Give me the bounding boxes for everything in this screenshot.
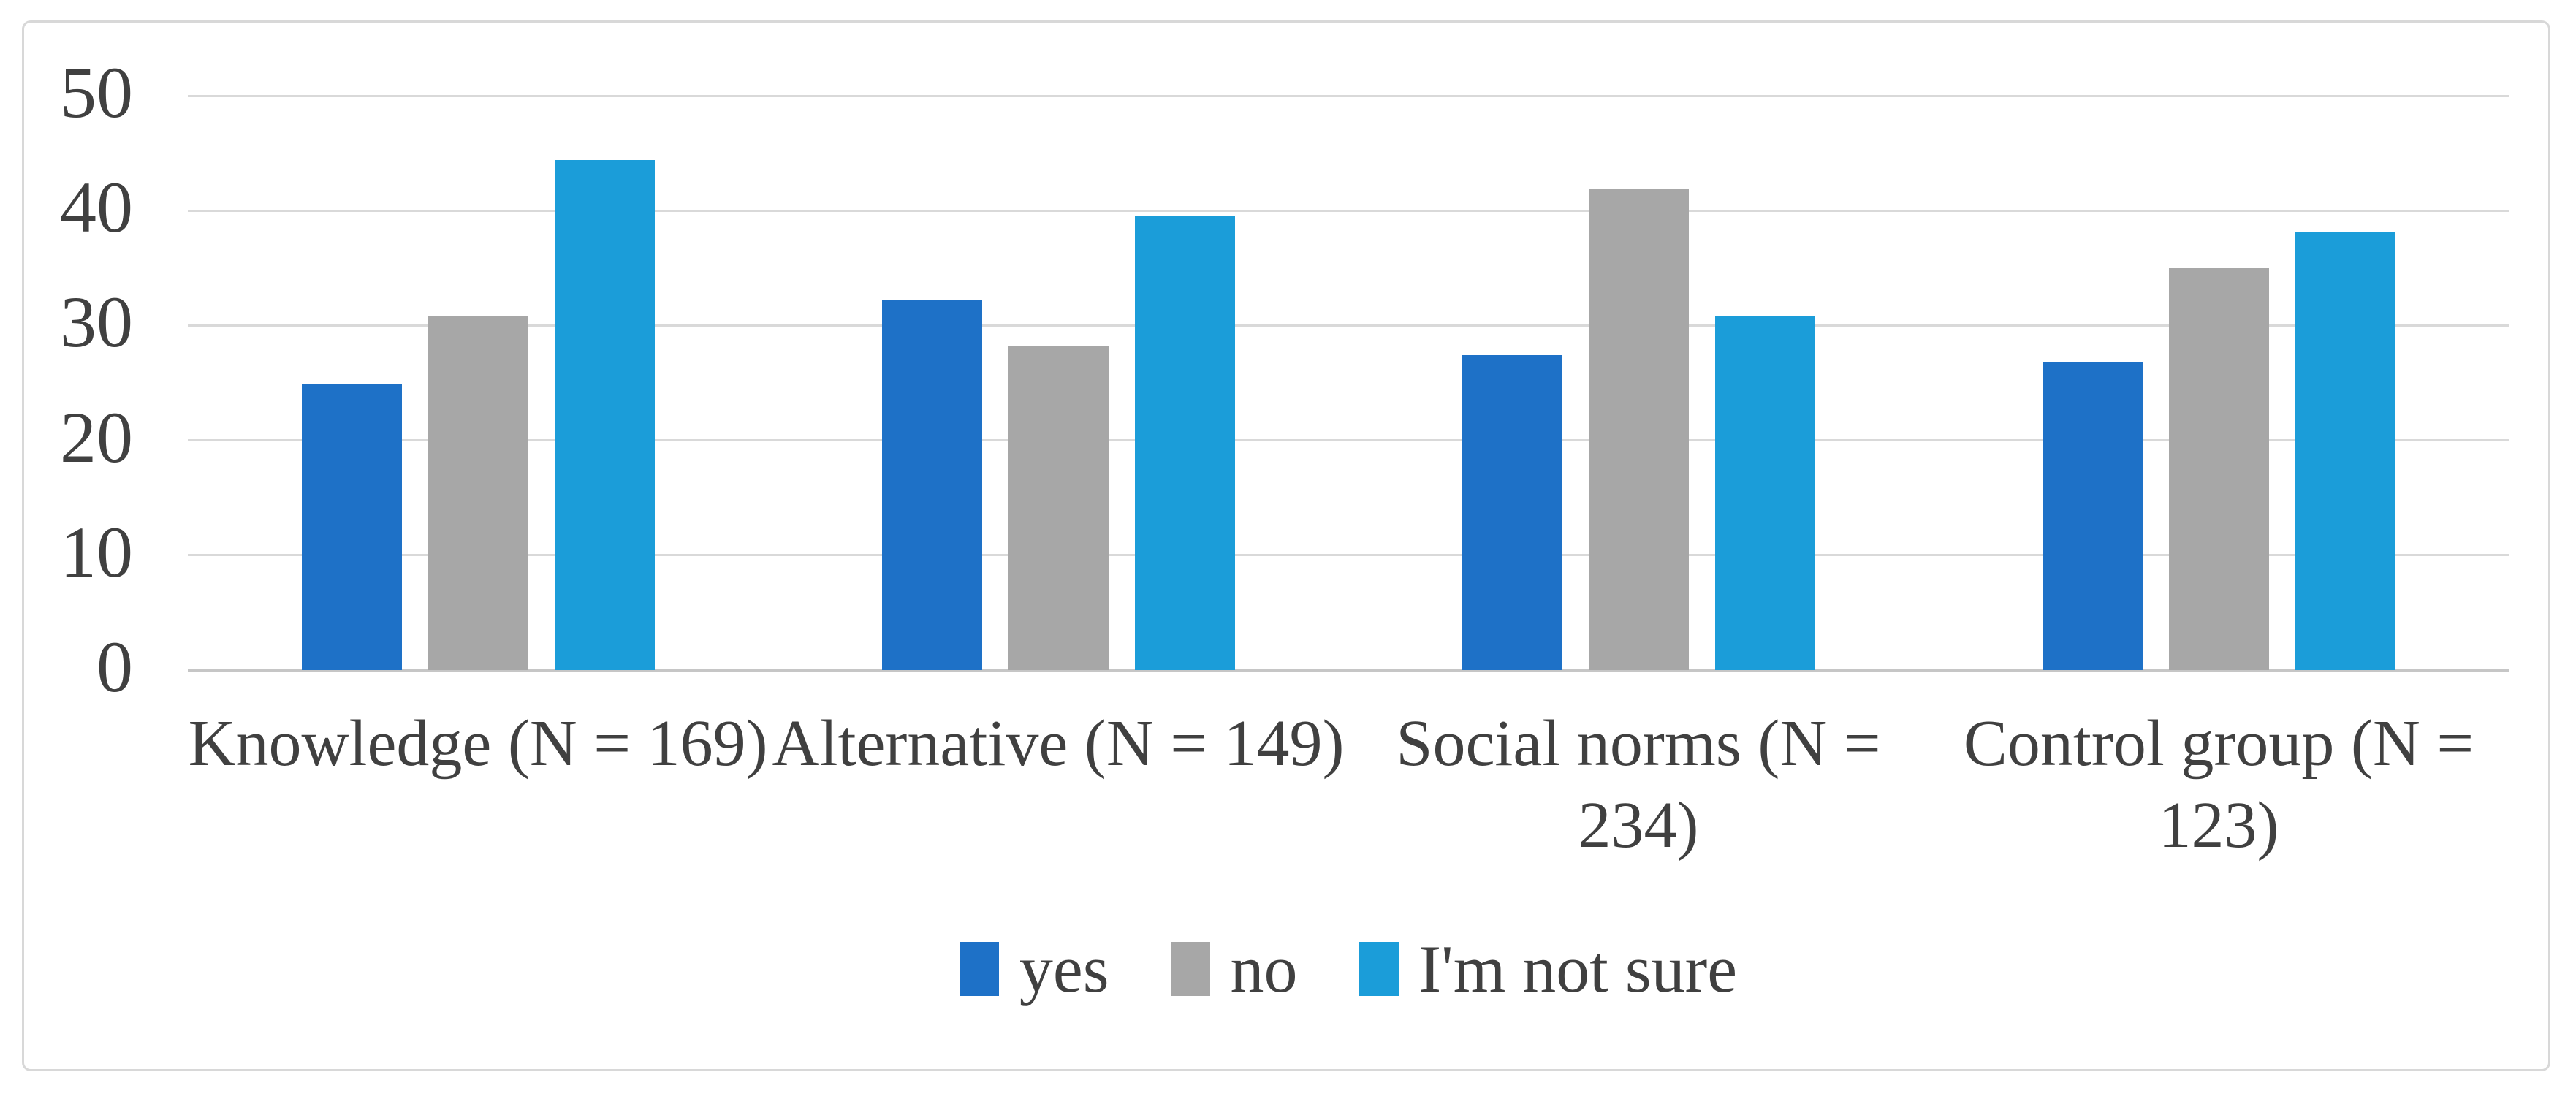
- y-tick-label: 10: [60, 511, 133, 593]
- legend-marker: [959, 942, 999, 996]
- bar-groups: [188, 96, 2509, 670]
- legend-label: yes: [1019, 932, 1109, 1006]
- y-tick-label: 40: [60, 167, 133, 248]
- y-tick-label: 30: [60, 281, 133, 363]
- legend-item: yes: [959, 932, 1109, 1006]
- gridline: [188, 324, 2509, 327]
- category-label: Social norms (N = 234): [1396, 707, 1881, 862]
- legend-item: I'm not sure: [1359, 932, 1738, 1006]
- gridline: [188, 439, 2509, 442]
- plot-area: [188, 94, 2509, 672]
- legend-marker: [1359, 942, 1399, 996]
- gridline: [188, 209, 2509, 212]
- y-tick-label: 20: [60, 396, 133, 478]
- y-tick-label: 50: [60, 52, 133, 133]
- bar-group: [1929, 96, 2509, 670]
- figure-border: [22, 20, 2550, 1071]
- x-axis-category-labels: Knowledge (N = 169) Alternative (N = 149)…: [188, 703, 2509, 867]
- bar-yes: [301, 384, 402, 670]
- bar-i-m-not-sure: [1134, 215, 1235, 670]
- bar-no: [1588, 189, 1689, 670]
- category-label: Control group (N = 123): [1963, 707, 2474, 862]
- category-label: Knowledge (N = 169): [188, 707, 768, 780]
- y-tick-label: 0: [96, 626, 133, 707]
- legend-label: no: [1230, 932, 1298, 1006]
- category-label: Alternative (N = 149): [772, 707, 1345, 780]
- bar-group: [768, 96, 1348, 670]
- legend-marker: [1170, 942, 1210, 996]
- bar-no: [2168, 267, 2269, 670]
- y-axis-tick-labels: 50 40 30 20 10 0: [0, 56, 133, 704]
- x-axis-line: [188, 669, 2509, 672]
- gridline: [188, 554, 2509, 557]
- gridline: [188, 94, 2509, 97]
- legend-item: no: [1170, 932, 1298, 1006]
- bar-group: [1348, 96, 1929, 670]
- legend: yes no I'm not sure: [188, 932, 2509, 1005]
- bar-yes: [1462, 355, 1562, 670]
- bar-no: [1008, 346, 1109, 670]
- bar-no: [428, 316, 528, 670]
- bar-yes: [2042, 362, 2143, 670]
- legend-label: I'm not sure: [1418, 932, 1738, 1006]
- bar-i-m-not-sure: [2295, 231, 2395, 670]
- bar-group: [188, 96, 768, 670]
- bar-i-m-not-sure: [554, 160, 655, 670]
- bar-yes: [881, 300, 982, 670]
- bar-i-m-not-sure: [1714, 316, 1815, 670]
